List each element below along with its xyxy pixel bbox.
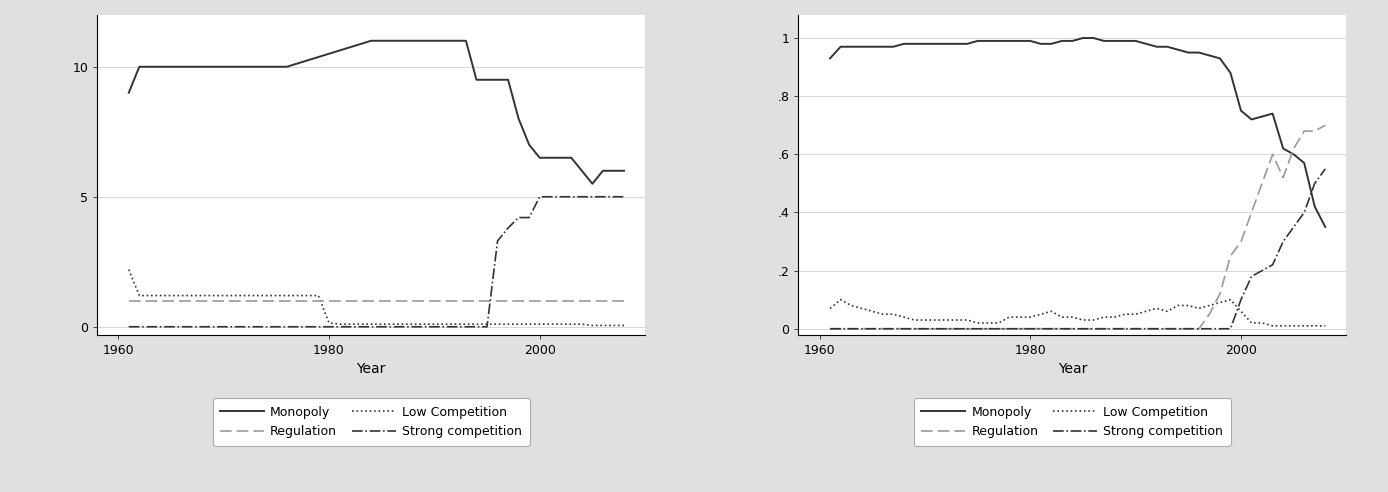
Legend: Monopoly, Regulation, Low Competition, Strong competition: Monopoly, Regulation, Low Competition, S… bbox=[913, 399, 1231, 446]
X-axis label: Year: Year bbox=[1058, 362, 1087, 376]
Legend: Monopoly, Regulation, Low Competition, Strong competition: Monopoly, Regulation, Low Competition, S… bbox=[212, 399, 530, 446]
X-axis label: Year: Year bbox=[357, 362, 386, 376]
